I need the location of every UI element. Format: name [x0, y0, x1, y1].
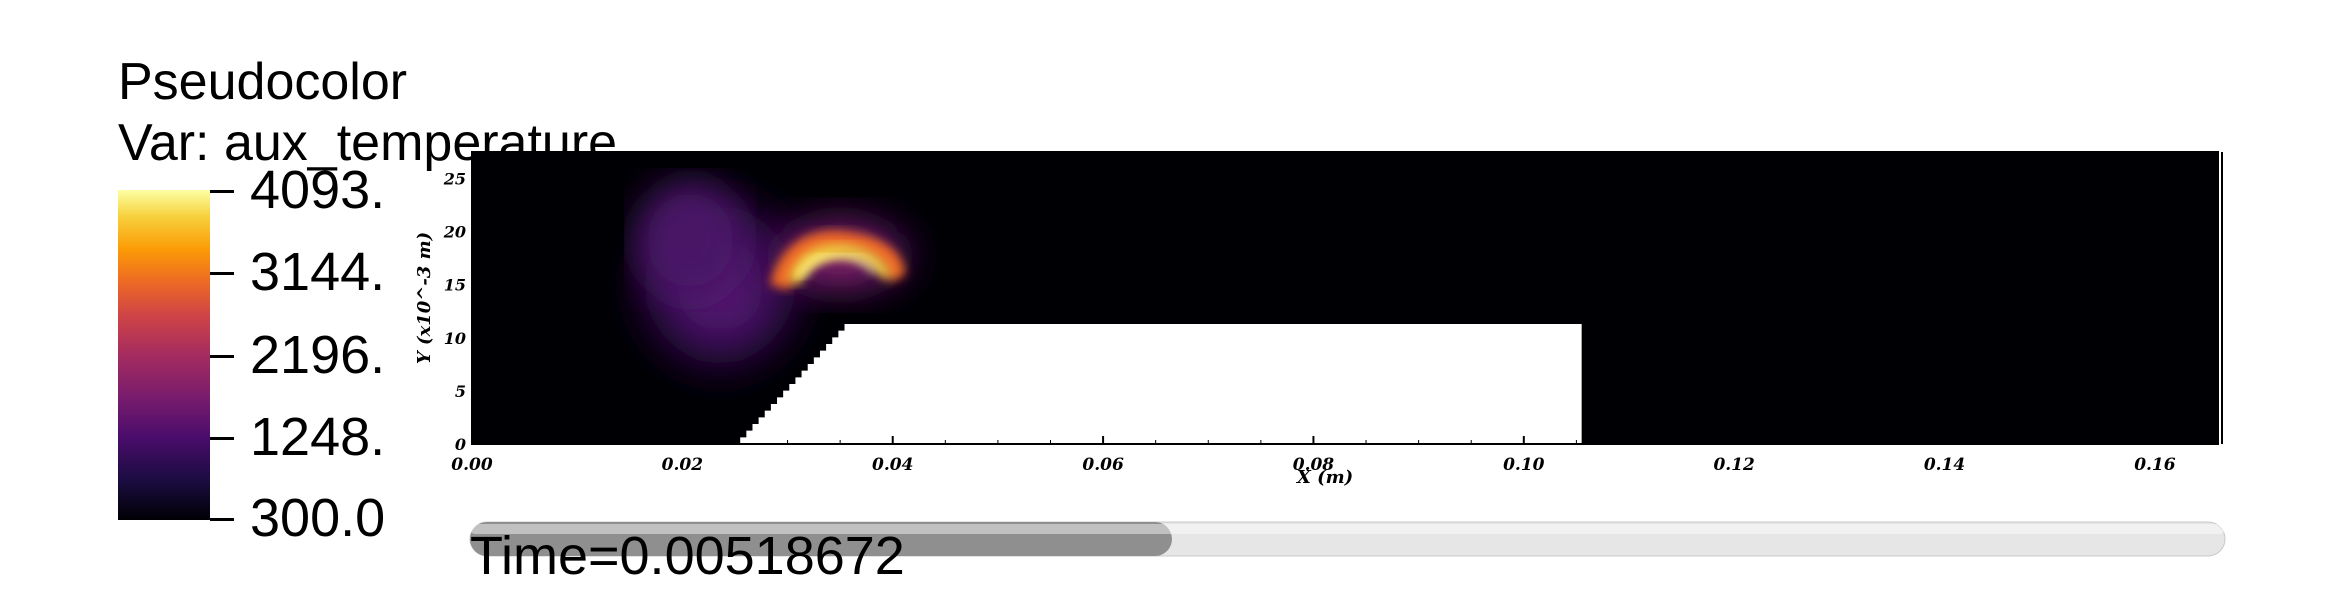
- legend-title: Pseudocolor: [118, 53, 408, 111]
- y-tick-label: 15: [444, 276, 466, 295]
- flame-hottest: [797, 252, 877, 280]
- colorbar-label-max: 4093.: [250, 160, 386, 220]
- x-tick-label: 0.02: [662, 455, 704, 475]
- time-slider-highlight: [470, 524, 2225, 534]
- x-tick-label: 0.06: [1082, 455, 1124, 475]
- colorbar-label: 3144.: [250, 242, 386, 302]
- y-tick-label: 10: [444, 329, 466, 348]
- colorbar-tick: [210, 518, 234, 521]
- colorbar-tick: [210, 355, 234, 358]
- colorbar-label-min: 300.0: [250, 488, 386, 548]
- x-tick-label: 0.04: [872, 455, 913, 475]
- x-axis-label: X (m): [1296, 467, 1353, 488]
- flame-outer: [770, 230, 905, 290]
- y-tick-label: 20: [443, 223, 466, 242]
- y-axis-label: Y (x10^-3 m): [414, 232, 435, 364]
- cool-plume-core: [635, 180, 745, 300]
- x-tick-label: 0.12: [1713, 455, 1755, 475]
- colorbar-label: 1248.: [250, 407, 386, 467]
- y-tick-label: 0: [455, 435, 466, 454]
- colorbar: [118, 190, 210, 520]
- time-slider-fill: [470, 522, 1172, 556]
- x-tick-label: 0.08: [1293, 455, 1335, 475]
- colorbar-tick: [210, 190, 234, 193]
- x-tick-label: 0.10: [1503, 455, 1545, 475]
- colorbar-tick: [210, 272, 234, 275]
- x-tick-label: 0.16: [2134, 455, 2176, 475]
- plot-frame: [471, 151, 2219, 445]
- x-tick-label: 0.14: [1924, 455, 1965, 475]
- colorbar-label: 2196.: [250, 325, 386, 385]
- y-tick-label: 25: [443, 170, 466, 189]
- flame-core: [788, 243, 892, 285]
- colorbar-tick: [210, 437, 234, 440]
- x-tick-label: 0.00: [451, 455, 493, 475]
- y-tick-label: 5: [455, 382, 466, 401]
- time-label: Time=0.00518672: [470, 526, 905, 586]
- obstacle: [740, 324, 1582, 444]
